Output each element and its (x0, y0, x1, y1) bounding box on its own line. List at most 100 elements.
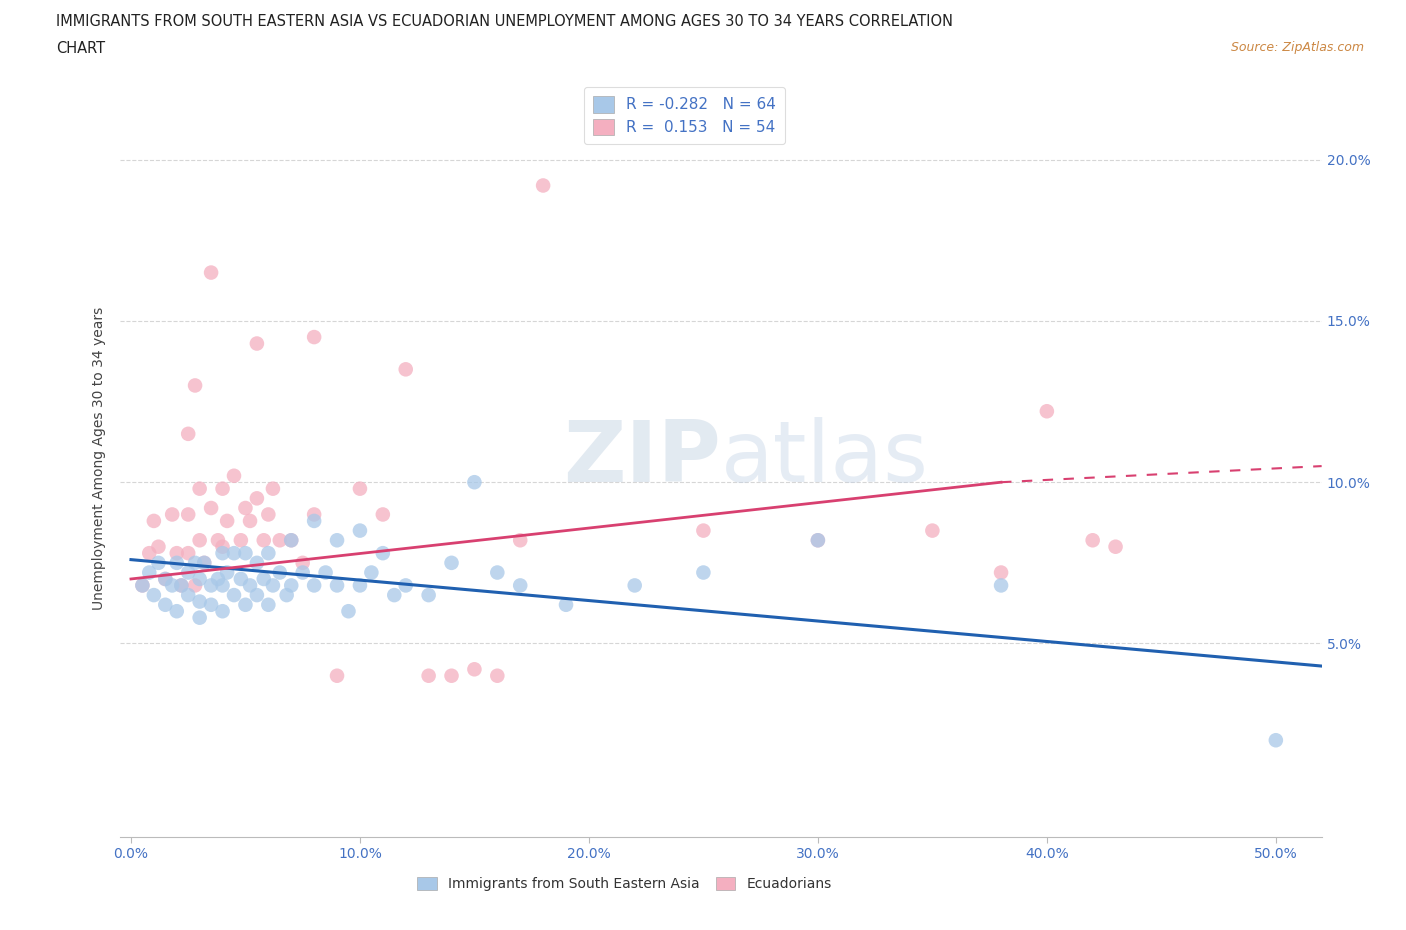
Point (235, 546, 257, 561)
Point (531, 178, 554, 193)
Point (239, 578, 262, 592)
Point (207, 533, 229, 548)
Point (418, 588, 440, 603)
Point (486, 669, 509, 684)
Point (280, 533, 302, 548)
Point (235, 500, 257, 515)
Point (623, 578, 645, 592)
Point (509, 578, 531, 592)
Point (200, 500, 222, 515)
Point (302, 507, 325, 522)
Point (349, 578, 371, 592)
Point (257, 546, 280, 561)
Text: CHART: CHART (56, 41, 105, 56)
Point (211, 539, 233, 554)
Point (138, 565, 160, 580)
Point (990, 578, 1012, 592)
Text: atlas: atlas (720, 417, 928, 499)
Point (395, 362, 418, 377)
Point (280, 533, 302, 548)
Point (262, 578, 284, 592)
Text: IMMIGRANTS FROM SOUTH EASTERN ASIA VS ECUADORIAN UNEMPLOYMENT AMONG AGES 30 TO 3: IMMIGRANTS FROM SOUTH EASTERN ASIA VS EC… (56, 14, 953, 29)
Point (229, 572, 252, 587)
Point (160, 507, 183, 522)
Point (155, 572, 177, 587)
Point (138, 546, 160, 561)
Point (246, 588, 269, 603)
Point (170, 578, 193, 592)
Point (200, 265, 222, 280)
Point (1104, 539, 1126, 554)
Point (349, 524, 371, 538)
Point (217, 565, 239, 580)
Point (222, 469, 245, 484)
Point (315, 565, 337, 580)
Point (246, 491, 269, 506)
Point (166, 546, 188, 561)
Point (211, 604, 233, 618)
Point (207, 572, 229, 587)
Point (291, 555, 314, 570)
Point (623, 113, 645, 128)
Point (229, 533, 252, 548)
Point (177, 546, 200, 561)
Point (463, 662, 485, 677)
Point (188, 481, 211, 496)
Point (253, 572, 276, 587)
Point (188, 572, 211, 587)
Point (1081, 533, 1104, 548)
Point (280, 578, 302, 592)
Point (337, 604, 360, 618)
Point (142, 588, 165, 603)
Point (349, 481, 371, 496)
Point (131, 578, 153, 592)
Point (371, 546, 394, 561)
Point (246, 555, 269, 570)
Point (509, 533, 531, 548)
Point (193, 555, 215, 570)
Point (177, 426, 200, 441)
Point (371, 507, 394, 522)
Point (1036, 404, 1059, 418)
Point (807, 533, 830, 548)
Point (188, 594, 211, 609)
Point (257, 507, 280, 522)
Point (155, 597, 177, 612)
Point (200, 597, 222, 612)
Point (217, 513, 239, 528)
Point (921, 524, 943, 538)
Text: ZIP: ZIP (562, 417, 720, 499)
Point (155, 572, 177, 587)
Point (188, 533, 211, 548)
Point (211, 578, 233, 592)
Point (148, 555, 170, 570)
Point (486, 565, 509, 580)
Point (257, 597, 280, 612)
Point (418, 669, 440, 684)
Point (184, 578, 207, 592)
Point (555, 597, 578, 612)
Point (222, 546, 245, 561)
Text: Source: ZipAtlas.com: Source: ZipAtlas.com (1230, 41, 1364, 54)
Point (807, 533, 830, 548)
Point (222, 588, 245, 603)
Point (184, 555, 207, 570)
Point (382, 588, 405, 603)
Point (211, 481, 233, 496)
Point (200, 578, 222, 592)
Point (131, 578, 153, 592)
Point (239, 513, 262, 528)
Point (291, 565, 314, 580)
Point (302, 329, 325, 344)
Point (160, 578, 183, 592)
Point (253, 533, 276, 548)
Point (692, 565, 714, 580)
Point (211, 546, 233, 561)
Point (269, 565, 291, 580)
Point (142, 513, 165, 528)
Y-axis label: Unemployment Among Ages 30 to 34 years: Unemployment Among Ages 30 to 34 years (93, 306, 107, 610)
Point (302, 578, 325, 592)
Point (463, 475, 485, 490)
Point (193, 555, 215, 570)
Point (269, 533, 291, 548)
